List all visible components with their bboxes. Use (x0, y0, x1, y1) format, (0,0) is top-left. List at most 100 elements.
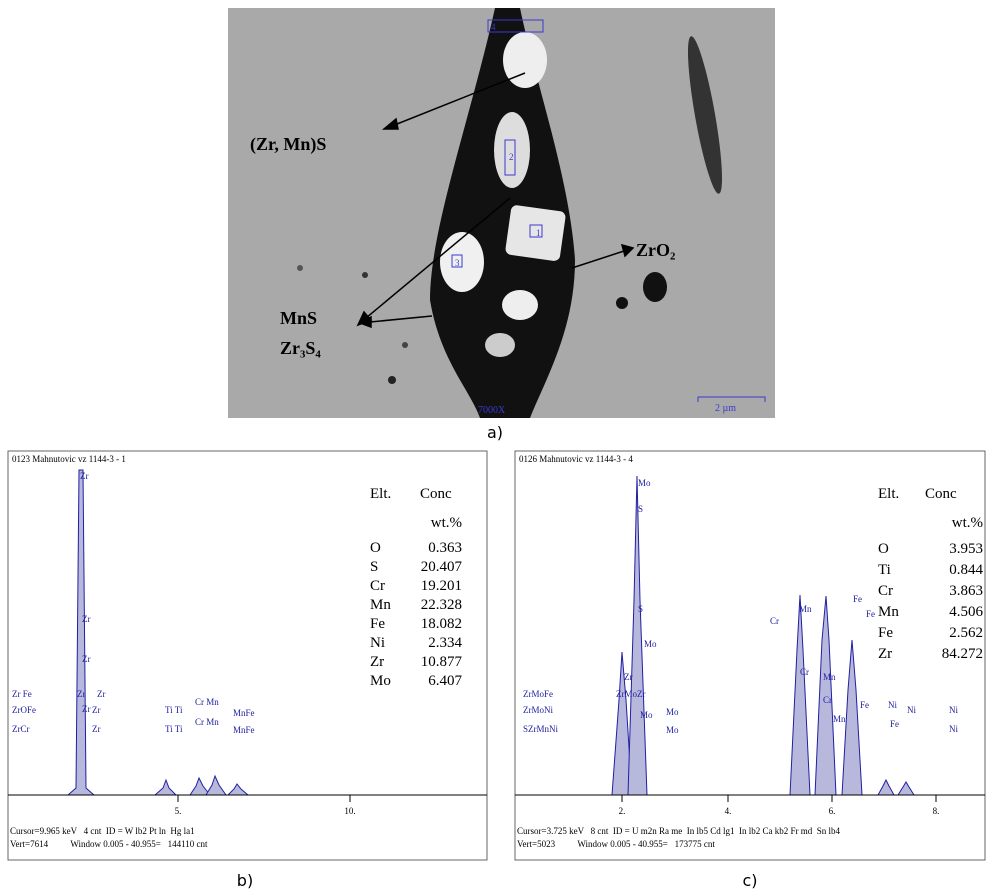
peak-label: S (638, 604, 643, 614)
peak-label: Mn (799, 604, 812, 614)
concentration: 22.328 (421, 597, 462, 613)
concentration: 19.201 (421, 578, 462, 594)
concentration: 3.953 (949, 541, 983, 557)
element: Fe (370, 616, 385, 632)
peak-label: SZrMnNi (523, 724, 559, 734)
spectrum-footer: Vert=7614 Window 0.005 - 40.955= 144110 … (10, 839, 208, 849)
peak-label: ZrMoZr (616, 689, 646, 699)
element: O (878, 541, 889, 557)
arrows (356, 72, 635, 329)
tick-label: 6. (829, 806, 836, 816)
table-unit: wt.% (431, 515, 462, 531)
element: Zr (370, 654, 384, 670)
concentration: 3.863 (949, 583, 983, 599)
table-header: Elt. (878, 486, 899, 502)
peak-label: ZrCr (12, 724, 30, 734)
peak-label: Cr (823, 695, 832, 705)
peak-label: Fe (890, 719, 899, 729)
spectrum-header: 0126 Mahnutovic vz 1144-3 - 4 (519, 454, 633, 464)
element: Mn (370, 597, 391, 613)
peak-label: Mn (823, 672, 836, 682)
table-header: Conc (420, 486, 452, 502)
tick-label: 4. (725, 806, 732, 816)
peak-label: S (638, 504, 643, 514)
element: S (370, 559, 378, 575)
image-label: (Zr, Mn)S (250, 134, 326, 155)
spectrum-footer: Vert=5023 Window 0.005 - 40.955= 173775 … (517, 839, 715, 849)
peak-label: Ni (949, 705, 958, 715)
image-label: MnS (280, 308, 317, 328)
peak-label: Zr (80, 471, 89, 481)
peak-label: MnFe (233, 725, 255, 735)
concentration: 0.844 (949, 562, 983, 578)
marker: 1 (536, 228, 541, 238)
image-label: Zr₃S₄ (280, 338, 321, 358)
concentration: 6.407 (428, 673, 462, 689)
concentration: 18.082 (421, 616, 462, 632)
caption: a) (487, 423, 503, 442)
peak-label: Zr Fe (12, 689, 32, 699)
concentration: 4.506 (949, 604, 983, 620)
element: Mo (370, 673, 391, 689)
panel-c-frame (514, 450, 986, 861)
peak-label: Cr (770, 616, 779, 626)
table-unit: wt.% (952, 515, 983, 531)
concentration: 0.363 (428, 540, 462, 556)
peak-label: Ti Ti (165, 724, 183, 734)
peak-label: ZrMoFe (523, 689, 553, 699)
magnification: 7000X (478, 405, 506, 416)
tick-label: 5. (175, 806, 182, 816)
peak-label: Fe (853, 594, 862, 604)
element: Ti (878, 562, 891, 578)
element: Cr (878, 583, 893, 599)
peak-label: Mo (640, 710, 653, 720)
table-header: Conc (925, 486, 957, 502)
marker: 3 (455, 258, 460, 268)
peak-label: ZrMoNi (523, 705, 553, 715)
concentration: 2.562 (949, 625, 983, 641)
peak-label: Cr (800, 667, 809, 677)
caption: c) (742, 871, 757, 890)
tick-label: 2. (619, 806, 626, 816)
element: Ni (370, 635, 385, 651)
peak-label: Mo (666, 725, 679, 735)
spectrum-c (515, 475, 985, 796)
image-label: ZrO₂ (636, 240, 675, 260)
peak-label: Cr Mn (195, 717, 219, 727)
peak-label: Zr (77, 689, 86, 699)
spectrum-b (8, 469, 487, 796)
concentration: 10.877 (421, 654, 463, 670)
spectrum-header: 0123 Mahnutovic vz 1144-3 - 1 (12, 454, 126, 464)
table-header: Elt. (370, 486, 391, 502)
peak-label: Fe (860, 700, 869, 710)
caption: b) (237, 871, 253, 890)
peak-label: Ti Ti (165, 705, 183, 715)
peak-label: Ni (888, 700, 897, 710)
peak-label: MnFe (233, 708, 255, 718)
peak-label: Ni (907, 705, 916, 715)
spectrum-footer: Cursor=3.725 keV 8 cnt ID = U m2n Ra me … (517, 826, 840, 836)
peak-label: ZrOFe (12, 705, 36, 715)
concentration: 2.334 (428, 635, 462, 651)
peak-label: Mo (644, 639, 657, 649)
peak-label: Mo (666, 707, 679, 717)
tick-label: 10. (344, 806, 355, 816)
peak-label: Mn (833, 714, 846, 724)
peak-label: Mo (638, 478, 651, 488)
peak-label: Fe (866, 609, 875, 619)
element: Cr (370, 578, 385, 594)
peak-label: Zr (624, 672, 633, 682)
concentration: 84.272 (942, 646, 983, 662)
tick-label: 8. (933, 806, 940, 816)
peak-label: Zr (97, 689, 106, 699)
peak-label: Ni (949, 724, 958, 734)
element: Fe (878, 625, 893, 641)
marker: 2 (509, 152, 514, 162)
element: O (370, 540, 381, 556)
peak-label: Zr (82, 704, 91, 714)
element: Mn (878, 604, 899, 620)
spectrum-footer: Cursor=9.965 keV 4 cnt ID = W lb2 Pt ln … (10, 826, 195, 836)
concentration: 20.407 (421, 559, 463, 575)
